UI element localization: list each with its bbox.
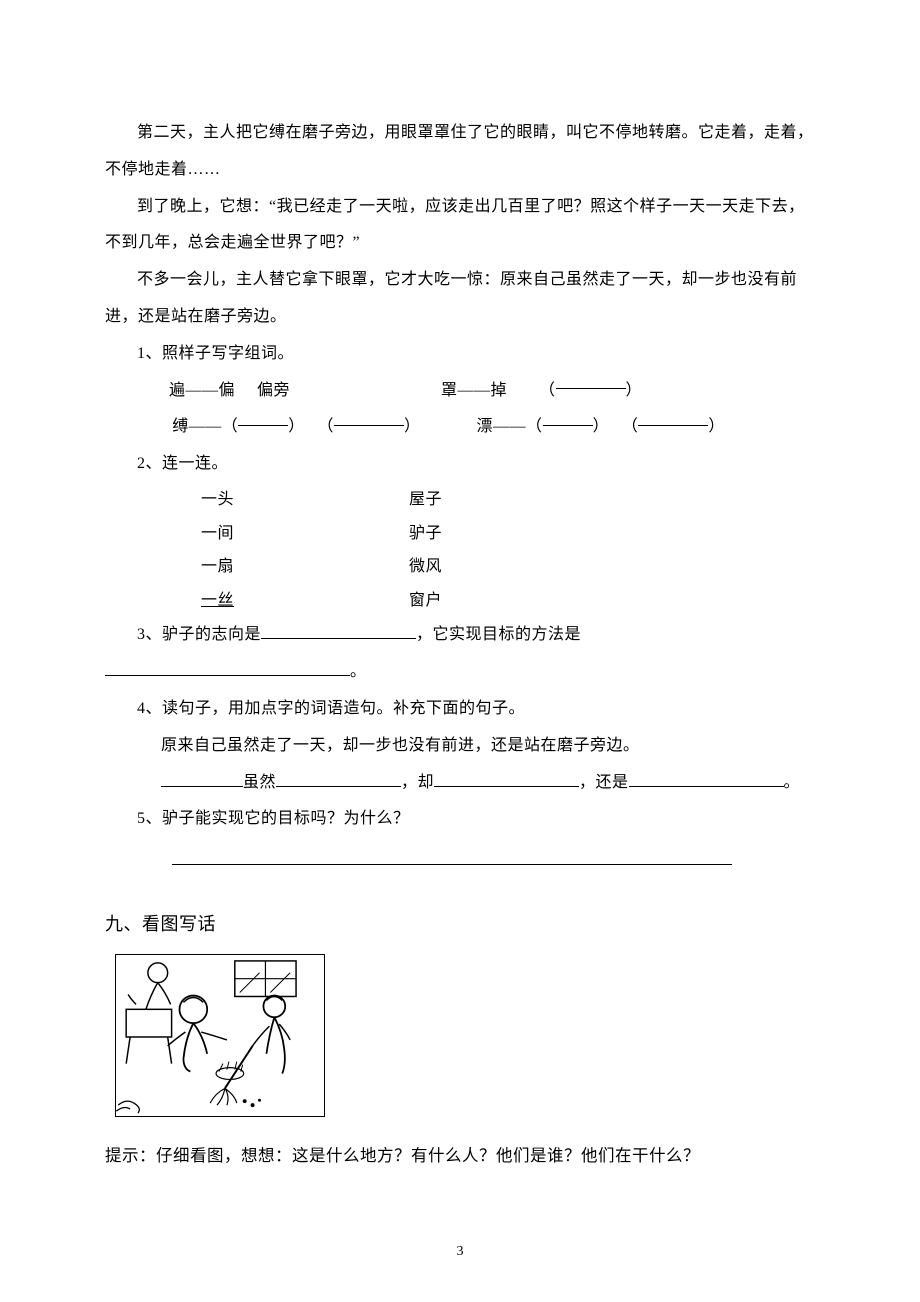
q1-ex1a: 遍——偏 (169, 373, 257, 410)
q2-pair-0-left: 一头 (201, 483, 409, 517)
q5-blank[interactable] (172, 848, 732, 865)
q5-blank-row (172, 848, 815, 870)
q1-ex2-blank[interactable] (556, 373, 626, 390)
q2-pair-0-right: 屋子 (409, 483, 442, 517)
q1-row2-blank2[interactable] (334, 409, 404, 426)
q1-row2-c3: ） (593, 409, 610, 446)
q1-row1: 遍——偏 偏旁 罩——掉 （ ） (105, 373, 815, 410)
section-9-heading: 九、看图写话 (105, 910, 815, 936)
q1-row2: 缚——（ ） （ ） 漂——（ ） （ ） (105, 409, 815, 446)
q1-row2-b: 漂——（ (477, 409, 543, 446)
q4-prompt: 4、读句子，用加点字的词语造句。补充下面的句子。 (105, 691, 815, 728)
q2-pair-2-left: 一扇 (201, 550, 409, 584)
q1-row2-blank4[interactable] (638, 409, 708, 426)
story-para-3: 不多一会儿，主人替它拿下眼罩，它才大吃一惊：原来自己虽然走了一天，却一步也没有前… (105, 262, 815, 336)
story-para-1: 第二天，主人把它缚在磨子旁边，用眼罩罩住了它的眼睛，叫它不停地转磨。它走着，走着… (105, 115, 815, 189)
q1-row2-blank1[interactable] (238, 409, 288, 426)
hint-text: 提示：仔细看图，想想：这是什么地方？有什么人？他们是谁？他们在干什么？ (105, 1139, 815, 1172)
q2-pair-3: 一丝 窗户 (105, 584, 815, 618)
q2-pair-0: 一头 屋子 (105, 483, 815, 517)
q3-text-b: ，它实现目标的方法是 (416, 626, 581, 643)
q2-pair-2-right: 微风 (409, 550, 442, 584)
q1-row2-c1: ） (288, 409, 305, 446)
q3-period: 。 (350, 663, 367, 680)
q2-pair-3-right: 窗户 (409, 584, 442, 618)
cleaning-scene-icon (116, 955, 324, 1116)
q1-row2-c2: ） (404, 409, 421, 446)
q2-pair-1-left: 一间 (201, 517, 409, 551)
q1-row2-o2: （ (318, 409, 335, 446)
q4-w1: 虽然 (243, 774, 276, 791)
page-number: 3 (0, 1244, 920, 1260)
q1-row2-blank3[interactable] (543, 409, 593, 426)
q1-row2-o3: （ (622, 409, 639, 446)
q5-prompt: 5、驴子能实现它的目标吗？为什么？ (105, 801, 815, 838)
q4-period: 。 (784, 774, 801, 791)
q2-pair-1-right: 驴子 (409, 517, 442, 551)
q3-blank1[interactable] (261, 623, 416, 640)
q1-ex2-close: ） (626, 373, 643, 410)
story-para-2: 到了晚上，它想：“我已经走了一天啦，应该走出几百里了吧？照这个样子一天一天走下去… (105, 189, 815, 263)
q1-ex2a: 罩——掉 (441, 373, 507, 410)
q1-prompt: 1、照样子写字组词。 (105, 336, 815, 373)
q3-row: 3、驴子的志向是 ，它实现目标的方法是。 (105, 617, 815, 691)
figure-classroom-cleaning (115, 954, 325, 1117)
q1-row2-a: 缚——（ (172, 409, 238, 446)
q2-prompt: 2、连一连。 (105, 446, 815, 483)
q1-ex1b: 偏旁 (257, 373, 441, 410)
q1-ex2-open: （ (539, 373, 556, 410)
q4-fill: 虽然 ，却 ，还是 。 (105, 765, 815, 802)
q3-text-a: 3、驴子的志向是 (137, 626, 261, 643)
q4-blank2[interactable] (434, 770, 579, 787)
q4-w3: ，还是 (579, 774, 629, 791)
q2-pair-2: 一扇 微风 (105, 550, 815, 584)
q4-blank0[interactable] (161, 770, 243, 787)
q4-blank3[interactable] (629, 770, 784, 787)
q4-w2: ，却 (401, 774, 434, 791)
q4-example: 原来自己虽然走了一天，却一步也没有前进，还是站在磨子旁边。 (105, 728, 815, 765)
q2-pair-3-left: 一丝 (201, 592, 234, 609)
q1-row2-c4: ） (708, 409, 725, 446)
q2-pair-1: 一间 驴子 (105, 517, 815, 551)
q4-blank1[interactable] (276, 770, 401, 787)
q3-blank2[interactable] (105, 659, 350, 676)
